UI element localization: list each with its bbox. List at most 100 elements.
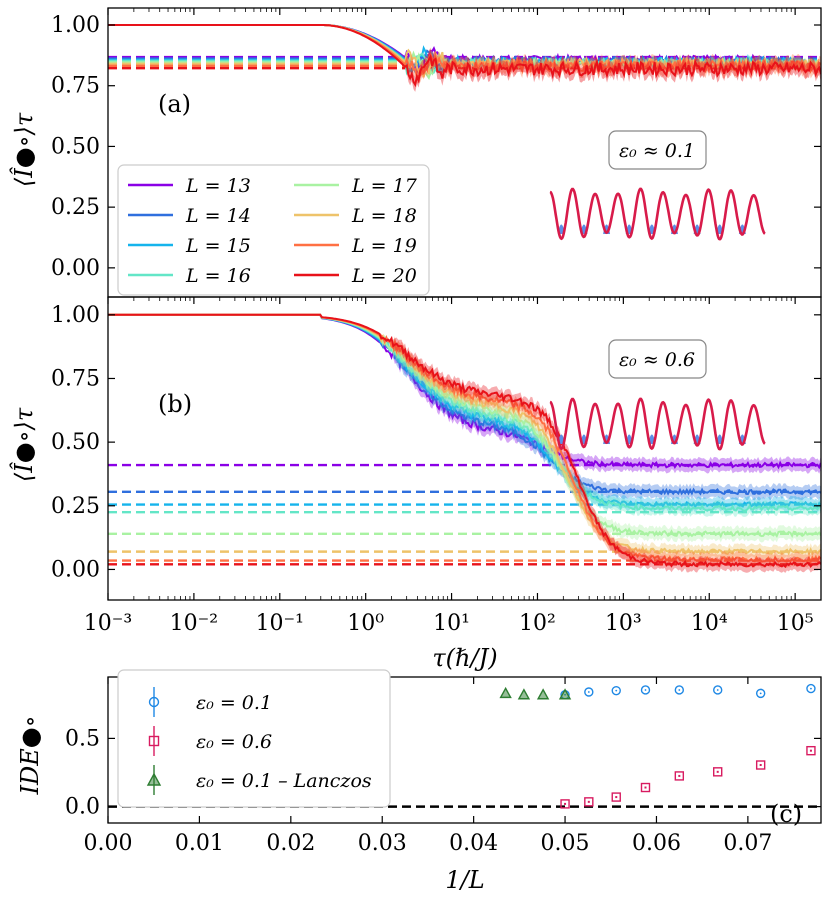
legend-label: L = 14 (185, 205, 251, 227)
x-tick-label: 0.06 (632, 831, 681, 856)
annotation-epsilon: ε₀ ≈ 0.6 (619, 349, 695, 371)
panel-a-y-axis-label: ⟨Î●∘⟩τ (9, 112, 38, 187)
error-band (393, 345, 821, 474)
potential-wave-icon (549, 397, 766, 451)
panel-b-label: (b) (158, 390, 192, 418)
data-point-lanczos (517, 688, 531, 700)
panel-c-y-ticks: 0.0 0.5 (65, 726, 821, 820)
data-point-eps06 (640, 782, 651, 793)
data-point-lanczos (536, 688, 550, 700)
x-tick-label: 10⁻² (170, 611, 218, 636)
legend-label: L = 17 (351, 175, 418, 197)
legend-label: L = 20 (351, 265, 417, 287)
legend: ε₀ = 0.1 ε₀ = 0.6 ε₀ = 0.1 – Lanczos (117, 669, 391, 808)
x-tick-label: 10⁻³ (84, 611, 132, 636)
data-point-center (587, 800, 590, 803)
legend-label: L = 16 (185, 265, 251, 287)
panel-a-y-tick-label: 1.00 (51, 13, 100, 38)
legend-marker (146, 772, 162, 786)
data-point-eps01 (640, 685, 651, 695)
data-point-eps01 (755, 688, 766, 699)
legend-label: ε₀ = 0.1 – Lanczos (196, 770, 372, 792)
data-point-lanczos (499, 686, 512, 699)
panel-a-y-ticks: 0.00 0.25 0.50 0.75 1.00 (51, 13, 821, 281)
data-point-center (644, 689, 647, 691)
data-point-eps06 (584, 797, 594, 807)
series-line-L20 (108, 24, 821, 88)
data-point-eps06 (755, 760, 766, 770)
panel-b-series (108, 313, 821, 574)
data-point-eps06 (560, 799, 570, 809)
legend-label: L = 18 (351, 205, 417, 227)
panel-a-series (108, 24, 821, 92)
panel-c: 0.00.5 0.00 0.01 0.02 0.03 0.04 0.05 0.06 0.07 … (16, 669, 822, 894)
data-point-center (759, 692, 762, 695)
data-point-center (716, 689, 719, 691)
annotation-box (608, 339, 707, 379)
data-point-lanczos (558, 688, 572, 700)
panel-a-y-tick-label: 0.00 (51, 256, 100, 281)
panel-b: 0.000.250.500.751.00 10⁻³ 10⁻² 10⁻¹ 10⁰ 10¹ 1… (9, 8, 822, 672)
panel-b-y-axis-label: ⟨Î●∘⟩τ (9, 407, 38, 482)
panel-c-y-tick-label: 0.5 (65, 726, 100, 751)
legend-label: L = 19 (351, 235, 417, 257)
x-tick-label: 0.07 (723, 831, 772, 856)
x-tick-label: 0.01 (175, 831, 224, 856)
legend-box (117, 164, 430, 296)
x-tick-label: 0.04 (449, 831, 498, 856)
x-tick-label: 10² (519, 611, 556, 636)
data-point-center (644, 786, 647, 789)
panel-b-y-tick-label: 0.75 (51, 366, 100, 391)
potential-curve (549, 397, 766, 451)
panel-b-y-ticks: 0.00 0.25 0.50 0.75 1.00 (51, 303, 821, 582)
data-point-center (615, 796, 618, 799)
data-point-eps06 (674, 771, 685, 781)
legend-label: L = 13 (185, 175, 251, 197)
legend-label: ε₀ = 0.1 (196, 692, 272, 714)
potential-curve (549, 187, 766, 241)
data-point-eps01 (806, 683, 816, 694)
x-tick-label: 10⁴ (691, 611, 728, 636)
panel-a-annotation: ε₀ ≈ 0.1 (608, 130, 707, 170)
data-point-center (810, 687, 812, 690)
panel-b-annotation: ε₀ ≈ 0.6 (608, 339, 707, 379)
legend-label: ε₀ = 0.6 (196, 731, 272, 753)
panel-b-y-tick-label: 0.25 (51, 494, 100, 519)
data-point-center (615, 689, 618, 692)
series-line-L20 (108, 313, 821, 569)
panel-b-y-tick-label: 1.00 (51, 303, 100, 328)
x-tick-label: 0.02 (266, 831, 315, 856)
panel-c-x-ticks: 0.00 0.01 0.02 0.03 0.04 0.05 0.06 0.07 (84, 677, 772, 856)
panel-a-label: (a) (158, 90, 191, 118)
panel-b-y-tick-label: 0.00 (51, 557, 100, 582)
panel-b-frame (107, 296, 822, 601)
data-point-center (587, 691, 590, 693)
data-point-center (678, 689, 681, 691)
panel-c-x-axis-label: 1/L (445, 866, 484, 894)
x-tick-label: 0.03 (358, 831, 407, 856)
data-point-eps01 (611, 685, 621, 696)
series-line-L18 (108, 313, 821, 557)
data-point-eps06 (611, 792, 621, 802)
potential-wave-icon (549, 187, 766, 241)
annotation-box (608, 130, 707, 170)
error-band (393, 336, 821, 568)
panel-c-y-tick-label: 0.0 (65, 795, 100, 820)
panel-b-y-tick-label: 0.50 (51, 430, 100, 455)
legend-marker (148, 735, 160, 747)
series-line-L19 (108, 313, 821, 565)
legend: L = 13 L = 14 L = 15 L = 16 L = 17 L = 18 L = … (117, 164, 430, 296)
panel-b-x-axis-label: τ(ℏ/J) (432, 644, 497, 672)
data-point-eps01 (674, 685, 685, 695)
panel-c-label: (c) (770, 800, 802, 828)
data-point-eps01 (584, 687, 594, 697)
x-tick-label: 0.00 (84, 831, 133, 856)
panel-a: 0.00 0.25 0.50 0.75 1.00 ⟨Î●∘⟩τ (a) ε₀ ≈ 0.1… (9, 7, 822, 298)
x-tick-label: 0.05 (541, 831, 590, 856)
legend-label: L = 15 (185, 235, 251, 257)
legend-marker (148, 696, 160, 708)
annotation-epsilon: ε₀ ≈ 0.1 (619, 140, 695, 162)
data-point-center (759, 764, 762, 767)
x-tick-label: 10⁻¹ (256, 611, 304, 636)
panel-c-y-axis-label: IDE●∘ (16, 716, 44, 796)
